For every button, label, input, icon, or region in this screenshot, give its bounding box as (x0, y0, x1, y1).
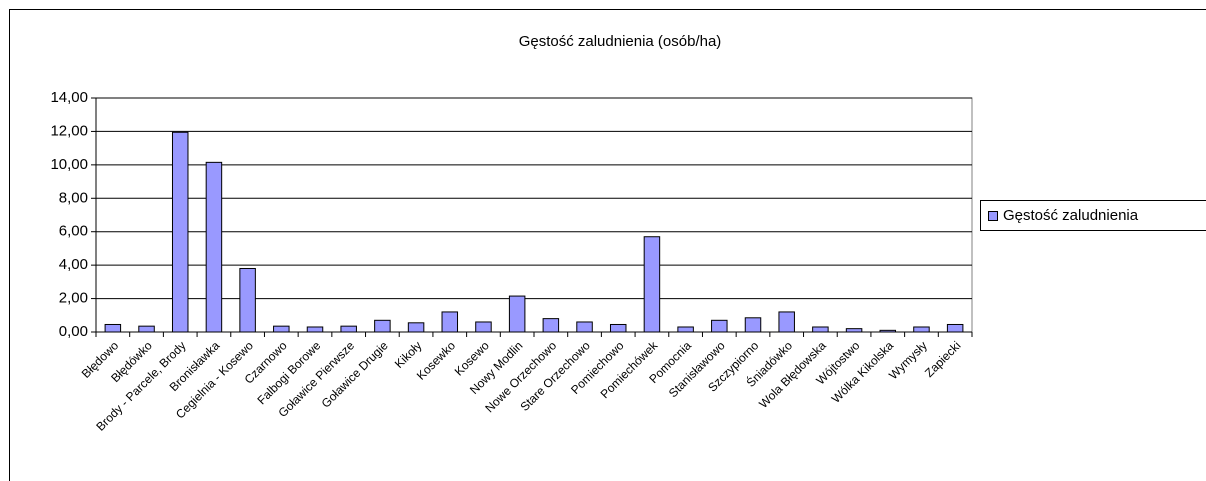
bar (104, 323, 122, 333)
y-tick-label: 0,00 (59, 323, 88, 340)
bar (374, 319, 391, 333)
bar (609, 323, 627, 333)
bar (643, 236, 661, 333)
bar (677, 326, 694, 333)
bar (778, 311, 795, 333)
y-tick-label: 8,00 (59, 189, 88, 206)
bar (441, 311, 459, 333)
bar (946, 323, 964, 333)
bar (812, 326, 829, 333)
y-tick-label: 6,00 (59, 223, 88, 240)
bar (273, 325, 290, 333)
y-tick-label: 4,00 (59, 256, 88, 273)
bar (138, 325, 155, 333)
y-tick-label: 12,00 (50, 122, 88, 139)
y-tick-label: 2,00 (59, 290, 88, 307)
bar (508, 295, 526, 333)
legend-box (980, 200, 1206, 231)
bar (239, 267, 256, 333)
bar (845, 328, 863, 333)
bar (306, 326, 324, 333)
bar (407, 322, 425, 333)
legend-label: Gęstość zaludnienia (1003, 207, 1139, 224)
bar (744, 317, 762, 333)
chart-title: Gęstość zaludnienia (osób/ha) (519, 33, 722, 50)
bar (475, 321, 492, 333)
bar (542, 318, 560, 333)
bar (340, 325, 357, 333)
bar (205, 161, 223, 333)
bar (913, 326, 930, 333)
y-tick-label: 14,00 (50, 89, 88, 106)
bar (171, 131, 189, 333)
plot-area (95, 97, 973, 333)
y-tick-label: 10,00 (50, 156, 88, 173)
bar (711, 319, 728, 333)
bar (576, 321, 593, 333)
legend-swatch (988, 211, 998, 221)
